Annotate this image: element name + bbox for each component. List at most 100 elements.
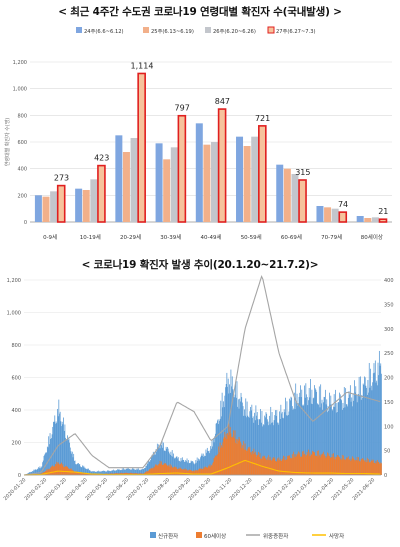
bar-1 bbox=[356, 216, 364, 222]
bar-new-cases bbox=[360, 399, 362, 475]
bar-new-cases bbox=[297, 403, 299, 475]
bar-over-60 bbox=[349, 461, 351, 475]
bar-over-60 bbox=[84, 473, 85, 475]
bar-over-60 bbox=[350, 458, 352, 475]
bar-over-60 bbox=[183, 469, 185, 475]
bar-new-cases bbox=[324, 389, 326, 475]
bar-new-cases bbox=[210, 446, 212, 475]
bar-new-cases bbox=[264, 415, 266, 475]
bar-new-cases bbox=[284, 412, 286, 475]
y-right-tick-label: 250 bbox=[384, 351, 394, 357]
bar-new-cases bbox=[283, 409, 285, 475]
bar-new-cases bbox=[190, 460, 192, 475]
bar-new-cases bbox=[250, 410, 252, 475]
bar-new-cases bbox=[175, 456, 177, 475]
bar-over-60 bbox=[361, 459, 363, 475]
bar-new-cases bbox=[231, 386, 232, 475]
bar-new-cases bbox=[227, 378, 229, 475]
bar-over-60 bbox=[177, 469, 179, 475]
bar-over-60 bbox=[208, 465, 210, 475]
bar-new-cases bbox=[230, 369, 232, 475]
bar-over-60 bbox=[297, 451, 299, 475]
legend-swatch bbox=[143, 27, 149, 33]
bar-new-cases bbox=[124, 469, 126, 475]
bar-new-cases bbox=[132, 469, 134, 475]
bar-new-cases bbox=[367, 380, 369, 475]
bar-over-60 bbox=[48, 469, 50, 475]
bar-new-cases bbox=[113, 470, 115, 475]
bar-over-60 bbox=[189, 469, 191, 475]
bar-over-60 bbox=[184, 468, 186, 475]
bar-new-cases bbox=[329, 404, 331, 475]
bar-new-cases bbox=[152, 454, 154, 475]
bar-new-cases bbox=[86, 469, 87, 475]
bar-over-60 bbox=[206, 467, 208, 475]
bar-new-cases bbox=[63, 417, 64, 475]
bar-over-60 bbox=[211, 465, 213, 475]
bar-new-cases bbox=[274, 415, 276, 475]
bar-over-60 bbox=[202, 468, 203, 475]
bar-over-60 bbox=[301, 456, 303, 475]
bar-new-cases bbox=[139, 469, 141, 475]
bar-new-cases bbox=[117, 469, 119, 475]
bar-new-cases bbox=[266, 413, 268, 475]
bar-over-60 bbox=[215, 455, 217, 475]
bar-over-60 bbox=[300, 456, 301, 475]
line-severe bbox=[23, 274, 381, 476]
bar-new-cases bbox=[157, 447, 159, 475]
bar-new-cases bbox=[43, 455, 45, 475]
bar-new-cases bbox=[142, 468, 143, 475]
bar-over-60 bbox=[378, 463, 380, 475]
bar-over-60 bbox=[353, 457, 355, 475]
bar-over-60 bbox=[279, 459, 281, 475]
bar-over-60 bbox=[239, 439, 241, 475]
bar-over-60 bbox=[251, 454, 253, 475]
bar-new-cases bbox=[187, 462, 189, 475]
bar-over-60 bbox=[217, 453, 219, 475]
data-label: 74 bbox=[338, 200, 348, 209]
bar-over-60 bbox=[377, 461, 379, 475]
bar-over-60 bbox=[67, 467, 68, 475]
bar-new-cases bbox=[264, 417, 266, 475]
bar-over-60 bbox=[151, 468, 153, 475]
bar-new-cases bbox=[360, 376, 361, 475]
bar-over-60 bbox=[225, 433, 227, 475]
bar-over-60 bbox=[307, 454, 309, 475]
bar-over-60 bbox=[285, 459, 287, 475]
bar-over-60 bbox=[244, 443, 246, 475]
bar-4 bbox=[137, 72, 146, 223]
bar-new-cases bbox=[129, 469, 131, 475]
bar-new-cases bbox=[287, 414, 289, 475]
bar-new-cases bbox=[29, 472, 31, 475]
bar-3 bbox=[211, 142, 218, 222]
bar-over-60 bbox=[204, 466, 206, 475]
bar-over-60 bbox=[65, 466, 67, 475]
bar-new-cases bbox=[33, 469, 35, 475]
bar-over-60 bbox=[260, 458, 262, 475]
bar-new-cases bbox=[313, 397, 315, 475]
bar-new-cases bbox=[305, 383, 307, 475]
bar-new-cases bbox=[169, 453, 170, 475]
bar-new-cases bbox=[348, 391, 350, 475]
bar-new-cases bbox=[146, 461, 148, 475]
y-right-tick-label: 50 bbox=[384, 449, 390, 455]
bar-over-60 bbox=[376, 462, 378, 475]
bar-new-cases bbox=[76, 463, 78, 475]
bar-over-60 bbox=[317, 456, 319, 475]
bar-over-60 bbox=[210, 465, 212, 475]
bar-over-60 bbox=[337, 454, 338, 475]
bar-new-cases bbox=[252, 418, 253, 475]
bar-new-cases bbox=[265, 412, 267, 475]
bar-over-60 bbox=[77, 471, 79, 475]
bar-over-60 bbox=[298, 454, 300, 475]
bar-over-60 bbox=[89, 473, 91, 475]
bar-over-60 bbox=[235, 439, 237, 475]
bar-new-cases bbox=[160, 445, 162, 475]
bar-over-60 bbox=[240, 443, 242, 475]
bar-over-60 bbox=[55, 464, 56, 475]
bar-over-60 bbox=[277, 460, 279, 475]
bar-2 bbox=[203, 144, 211, 222]
bar-new-cases bbox=[150, 457, 152, 475]
bar-over-60 bbox=[316, 455, 318, 475]
bar-over-60 bbox=[236, 443, 238, 475]
